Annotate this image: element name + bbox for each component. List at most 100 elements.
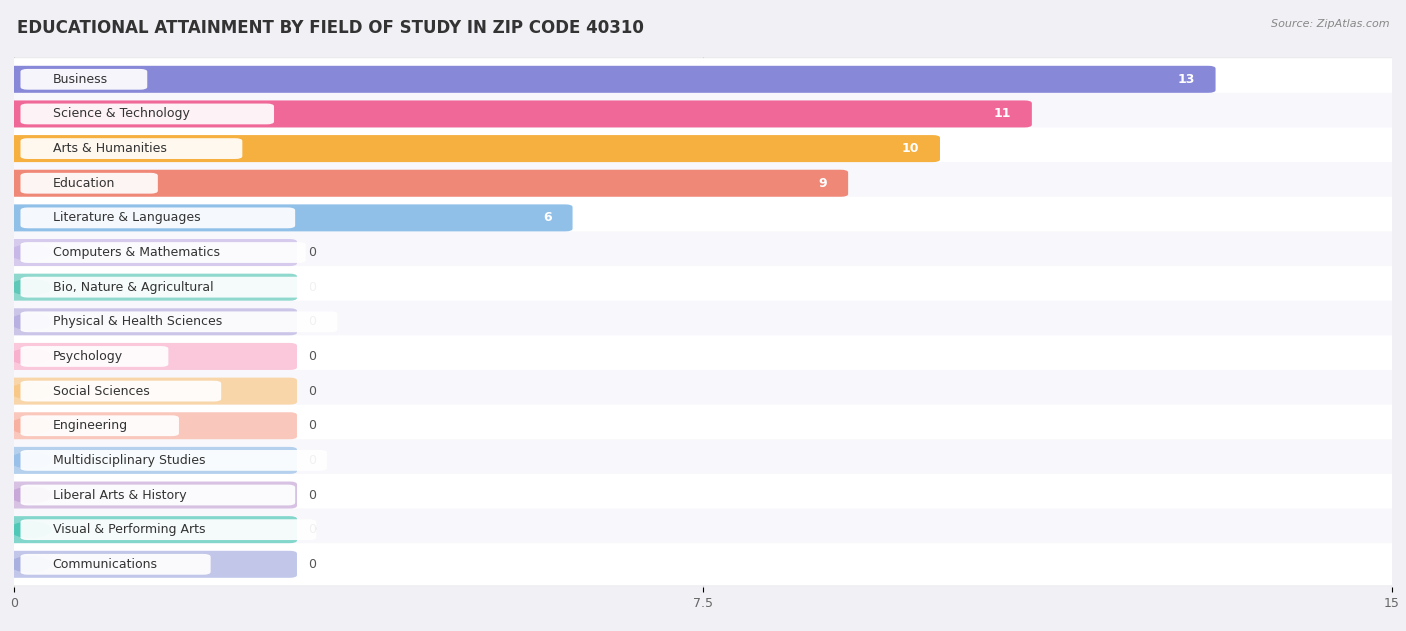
FancyBboxPatch shape: [0, 508, 1406, 551]
FancyBboxPatch shape: [7, 274, 297, 301]
FancyBboxPatch shape: [21, 103, 274, 124]
Text: 10: 10: [901, 142, 920, 155]
FancyBboxPatch shape: [0, 543, 1406, 586]
Text: 0: 0: [308, 454, 316, 467]
FancyBboxPatch shape: [21, 485, 295, 505]
FancyBboxPatch shape: [0, 58, 1406, 100]
FancyBboxPatch shape: [0, 370, 1406, 412]
FancyBboxPatch shape: [7, 447, 297, 474]
Text: Science & Technology: Science & Technology: [52, 107, 190, 121]
Text: Physical & Health Sciences: Physical & Health Sciences: [52, 316, 222, 328]
Text: 9: 9: [818, 177, 827, 190]
FancyBboxPatch shape: [0, 57, 1406, 101]
FancyBboxPatch shape: [0, 404, 1406, 447]
FancyBboxPatch shape: [7, 204, 572, 232]
Text: 0: 0: [308, 558, 316, 571]
FancyBboxPatch shape: [21, 554, 211, 575]
FancyBboxPatch shape: [0, 266, 1406, 309]
FancyBboxPatch shape: [21, 380, 221, 401]
Text: Social Sciences: Social Sciences: [52, 385, 149, 398]
FancyBboxPatch shape: [0, 127, 1406, 170]
Circle shape: [10, 175, 51, 191]
FancyBboxPatch shape: [21, 242, 305, 263]
FancyBboxPatch shape: [0, 162, 1406, 205]
Text: Liberal Arts & History: Liberal Arts & History: [52, 488, 186, 502]
Circle shape: [10, 418, 51, 433]
Text: 0: 0: [308, 419, 316, 432]
Text: 0: 0: [308, 385, 316, 398]
FancyBboxPatch shape: [0, 474, 1406, 516]
Circle shape: [10, 72, 51, 87]
FancyBboxPatch shape: [0, 196, 1406, 240]
FancyBboxPatch shape: [0, 509, 1406, 551]
Text: Bio, Nature & Agricultural: Bio, Nature & Agricultural: [52, 281, 214, 293]
FancyBboxPatch shape: [0, 543, 1406, 586]
Text: 0: 0: [308, 246, 316, 259]
Text: 0: 0: [308, 523, 316, 536]
Text: 6: 6: [543, 211, 551, 225]
Text: Communications: Communications: [52, 558, 157, 571]
Text: Arts & Humanities: Arts & Humanities: [52, 142, 166, 155]
FancyBboxPatch shape: [7, 412, 297, 439]
FancyBboxPatch shape: [7, 66, 1216, 93]
FancyBboxPatch shape: [0, 232, 1406, 274]
Circle shape: [10, 314, 51, 329]
FancyBboxPatch shape: [7, 309, 297, 335]
FancyBboxPatch shape: [0, 300, 1406, 344]
FancyBboxPatch shape: [21, 415, 179, 436]
FancyBboxPatch shape: [0, 93, 1406, 135]
FancyBboxPatch shape: [7, 135, 941, 162]
Text: 0: 0: [308, 316, 316, 328]
Text: 0: 0: [308, 281, 316, 293]
Circle shape: [10, 245, 51, 260]
Text: 13: 13: [1177, 73, 1195, 86]
FancyBboxPatch shape: [0, 439, 1406, 482]
FancyBboxPatch shape: [21, 69, 148, 90]
FancyBboxPatch shape: [7, 481, 297, 509]
FancyBboxPatch shape: [21, 277, 337, 298]
Circle shape: [10, 107, 51, 122]
FancyBboxPatch shape: [0, 92, 1406, 136]
Circle shape: [10, 210, 51, 225]
Text: Business: Business: [52, 73, 108, 86]
FancyBboxPatch shape: [21, 173, 157, 194]
Text: Education: Education: [52, 177, 115, 190]
FancyBboxPatch shape: [0, 369, 1406, 413]
FancyBboxPatch shape: [7, 551, 297, 578]
Text: EDUCATIONAL ATTAINMENT BY FIELD OF STUDY IN ZIP CODE 40310: EDUCATIONAL ATTAINMENT BY FIELD OF STUDY…: [17, 19, 644, 37]
FancyBboxPatch shape: [21, 346, 169, 367]
FancyBboxPatch shape: [0, 439, 1406, 481]
FancyBboxPatch shape: [21, 312, 337, 332]
FancyBboxPatch shape: [7, 170, 848, 197]
FancyBboxPatch shape: [0, 127, 1406, 170]
Text: Multidisciplinary Studies: Multidisciplinary Studies: [52, 454, 205, 467]
Circle shape: [10, 453, 51, 468]
FancyBboxPatch shape: [21, 138, 242, 159]
FancyBboxPatch shape: [0, 231, 1406, 274]
FancyBboxPatch shape: [21, 208, 295, 228]
FancyBboxPatch shape: [21, 519, 316, 540]
Text: Psychology: Psychology: [52, 350, 122, 363]
FancyBboxPatch shape: [21, 450, 326, 471]
Circle shape: [10, 141, 51, 156]
Circle shape: [10, 280, 51, 295]
Circle shape: [10, 522, 51, 537]
Text: Computers & Mathematics: Computers & Mathematics: [52, 246, 219, 259]
FancyBboxPatch shape: [0, 334, 1406, 378]
Text: 11: 11: [993, 107, 1011, 121]
FancyBboxPatch shape: [7, 377, 297, 404]
FancyBboxPatch shape: [0, 301, 1406, 343]
FancyBboxPatch shape: [0, 404, 1406, 447]
FancyBboxPatch shape: [7, 239, 297, 266]
Circle shape: [10, 384, 51, 399]
FancyBboxPatch shape: [0, 162, 1406, 204]
FancyBboxPatch shape: [7, 343, 297, 370]
Text: Literature & Languages: Literature & Languages: [52, 211, 200, 225]
FancyBboxPatch shape: [7, 516, 297, 543]
Text: Engineering: Engineering: [52, 419, 128, 432]
FancyBboxPatch shape: [0, 266, 1406, 309]
Text: 0: 0: [308, 350, 316, 363]
FancyBboxPatch shape: [0, 473, 1406, 517]
Circle shape: [10, 349, 51, 364]
Text: Source: ZipAtlas.com: Source: ZipAtlas.com: [1271, 19, 1389, 29]
